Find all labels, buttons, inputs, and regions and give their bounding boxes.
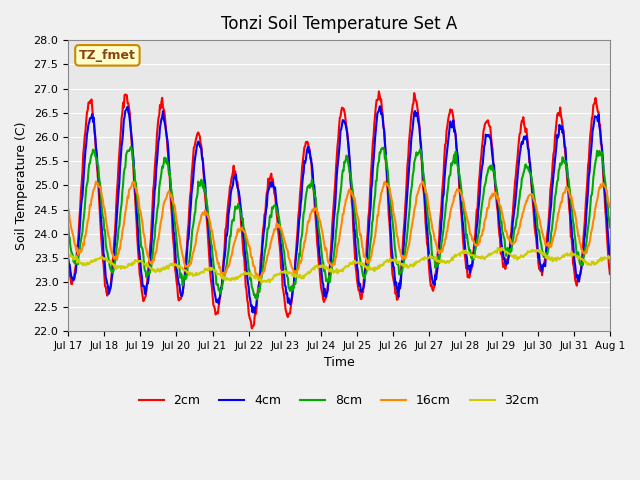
32cm bbox=[606, 254, 614, 260]
32cm bbox=[183, 270, 191, 276]
2cm bbox=[248, 325, 255, 331]
Line: 16cm: 16cm bbox=[68, 181, 610, 279]
16cm bbox=[64, 205, 72, 211]
8cm bbox=[558, 161, 566, 167]
16cm bbox=[558, 200, 566, 205]
X-axis label: Time: Time bbox=[324, 356, 355, 369]
2cm bbox=[183, 244, 191, 250]
16cm bbox=[257, 276, 264, 282]
4cm bbox=[251, 311, 259, 316]
8cm bbox=[253, 297, 261, 302]
32cm bbox=[258, 280, 266, 286]
32cm bbox=[558, 254, 566, 260]
16cm bbox=[384, 183, 392, 189]
4cm bbox=[183, 250, 191, 256]
32cm bbox=[438, 257, 445, 263]
32cm bbox=[384, 258, 392, 264]
4cm bbox=[558, 123, 566, 129]
4cm bbox=[376, 104, 384, 109]
32cm bbox=[494, 245, 502, 251]
Legend: 2cm, 4cm, 8cm, 16cm, 32cm: 2cm, 4cm, 8cm, 16cm, 32cm bbox=[134, 389, 545, 412]
4cm bbox=[438, 212, 446, 218]
Line: 2cm: 2cm bbox=[68, 92, 610, 328]
8cm bbox=[438, 238, 446, 243]
8cm bbox=[207, 240, 215, 246]
2cm bbox=[385, 211, 392, 217]
8cm bbox=[184, 263, 191, 269]
Line: 4cm: 4cm bbox=[68, 107, 610, 313]
Text: TZ_fmet: TZ_fmet bbox=[79, 49, 136, 62]
4cm bbox=[207, 251, 214, 257]
8cm bbox=[332, 228, 340, 234]
8cm bbox=[127, 144, 134, 150]
2cm bbox=[64, 262, 72, 267]
4cm bbox=[332, 202, 339, 207]
16cm bbox=[332, 256, 339, 262]
16cm bbox=[183, 263, 191, 269]
Title: Tonzi Soil Temperature Set A: Tonzi Soil Temperature Set A bbox=[221, 15, 457, 33]
4cm bbox=[385, 198, 392, 204]
4cm bbox=[606, 255, 614, 261]
2cm bbox=[207, 272, 214, 278]
32cm bbox=[332, 268, 339, 274]
2cm bbox=[375, 89, 383, 95]
8cm bbox=[385, 182, 392, 188]
16cm bbox=[207, 221, 214, 227]
2cm bbox=[332, 180, 339, 185]
Y-axis label: Soil Temperature (C): Soil Temperature (C) bbox=[15, 121, 28, 250]
16cm bbox=[606, 204, 614, 210]
32cm bbox=[207, 265, 214, 271]
2cm bbox=[558, 117, 566, 122]
4cm bbox=[64, 254, 72, 260]
16cm bbox=[438, 249, 446, 255]
32cm bbox=[64, 254, 72, 260]
2cm bbox=[438, 191, 446, 196]
8cm bbox=[64, 223, 72, 228]
8cm bbox=[606, 225, 614, 230]
16cm bbox=[419, 179, 426, 184]
Line: 32cm: 32cm bbox=[68, 248, 610, 283]
Line: 8cm: 8cm bbox=[68, 147, 610, 300]
2cm bbox=[606, 271, 614, 277]
